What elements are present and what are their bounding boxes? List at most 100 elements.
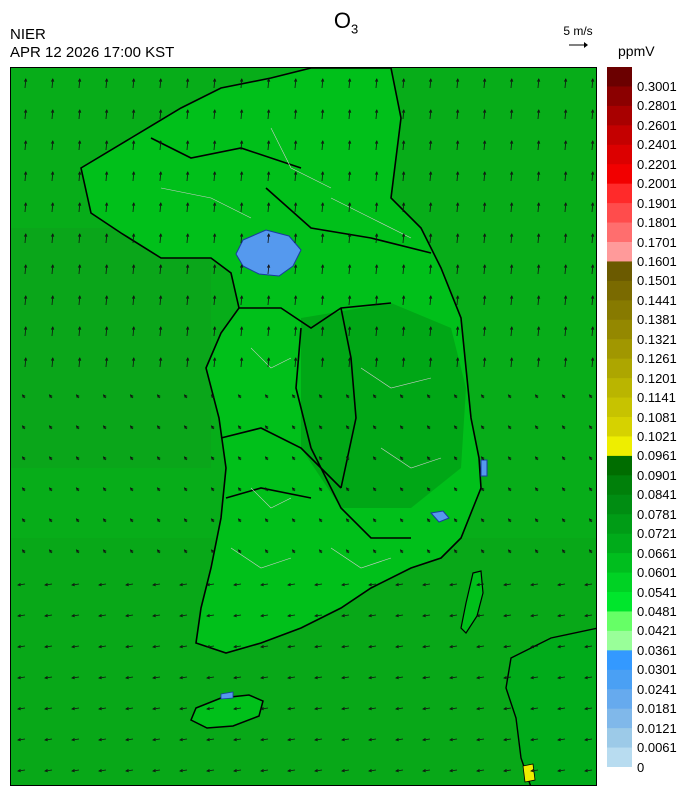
wind-arrow-head (401, 78, 406, 82)
wind-arrow-head (530, 644, 534, 649)
wind-arrow-head (584, 737, 588, 742)
wind-arrow-head (530, 613, 534, 618)
wind-arrow-head (399, 456, 404, 461)
wind-arrow-head (212, 233, 217, 237)
wind-arrow (17, 676, 26, 679)
wind-arrow (537, 326, 540, 337)
wind-arrow-head (23, 109, 28, 113)
wind-arrow (51, 78, 54, 89)
wind-arrow-head (449, 737, 453, 742)
wind-arrow (503, 769, 512, 772)
wind-arrow (159, 109, 162, 120)
wind-arrow (24, 202, 27, 213)
wind-arrow-head (314, 768, 318, 773)
wind-arrow-head (71, 582, 75, 587)
wind-arrow-head (287, 582, 291, 587)
wind-arrow (584, 645, 593, 648)
wind-arrow-head (368, 768, 372, 773)
wind-arrow-head (395, 706, 399, 711)
wind-arrow-head (98, 768, 102, 773)
wind-arrow-head (23, 171, 28, 175)
wind-arrow-head (21, 456, 26, 461)
wind-arrow-head (212, 202, 217, 206)
wind-arrow-head (104, 233, 109, 237)
wind-arrow-head (341, 613, 345, 618)
wind-arrow (233, 645, 242, 648)
wind-arrow-head (395, 737, 399, 742)
wind-arrow-head (50, 264, 55, 268)
wind-arrow (179, 614, 188, 617)
wind-arrow-head (293, 295, 298, 299)
wind-arrow (125, 614, 134, 617)
wind-arrow-head (125, 675, 129, 680)
wind-arrow-head (563, 233, 568, 237)
wind-arrow-head (183, 487, 188, 492)
wind-arrow-head (293, 202, 298, 206)
wind-arrow (98, 707, 107, 710)
wind-arrow (530, 645, 539, 648)
wind-arrow-head (237, 425, 242, 430)
wind-arrow-head (507, 394, 512, 399)
wind-arrow (294, 78, 297, 89)
wind-arrow (44, 738, 53, 741)
wind-arrow (105, 140, 108, 151)
wind-arrow-head (509, 264, 514, 268)
wind-arrow-head (264, 518, 269, 523)
wind-arrow (186, 202, 189, 213)
jeju-north-low-ozone (220, 691, 234, 700)
wind-arrow-head (345, 487, 350, 492)
wind-arrow-head (480, 518, 485, 523)
wind-arrow-head (341, 706, 345, 711)
wind-arrow-head (314, 644, 318, 649)
wind-arrow (240, 202, 243, 213)
wind-arrow-head (44, 613, 48, 618)
wind-arrow (584, 738, 593, 741)
wind-arrow (348, 357, 351, 368)
wind-arrow-head (104, 78, 109, 82)
wind-arrow-head (287, 768, 291, 773)
colorbar-tick-label: 0.0781 (637, 506, 677, 522)
wind-arrow-head (584, 613, 588, 618)
wind-arrow (368, 738, 377, 741)
wind-arrow-head (125, 706, 129, 711)
wind-arrow-head (347, 140, 352, 144)
wind-arrow-head (75, 487, 80, 492)
wind-arrow-head (449, 768, 453, 773)
wind-arrow-head (212, 326, 217, 330)
wind-arrow-head (287, 644, 291, 649)
forecast-timestamp: APR 12 2026 17:00 KST (10, 44, 175, 61)
wind-arrow (152, 614, 161, 617)
wind-arrow-head (102, 487, 107, 492)
wind-arrow (44, 614, 53, 617)
wind-arrow-head (422, 582, 426, 587)
wind-arrow-head (345, 456, 350, 461)
wind-arrow (314, 676, 323, 679)
wind-arrow-head (131, 264, 136, 268)
wind-arrow (98, 583, 107, 586)
colorbar-swatch (607, 397, 632, 418)
wind-arrow-head (590, 140, 595, 144)
wind-arrow (287, 769, 296, 772)
wind-arrow-head (563, 326, 568, 330)
wind-arrow (530, 614, 539, 617)
wind-arrow-head (530, 737, 534, 742)
wind-arrow (17, 583, 26, 586)
colorbar-tick-label: 0.1601 (637, 254, 677, 269)
wind-arrow (132, 140, 135, 151)
wind-arrow (314, 738, 323, 741)
wind-arrow-head (426, 456, 431, 461)
wind-arrow (348, 171, 351, 182)
wind-arrow (105, 78, 108, 89)
wind-arrow-head (131, 78, 136, 82)
wind-arrow (584, 583, 593, 586)
wind-arrow-head (509, 295, 514, 299)
wind-arrow (132, 202, 135, 213)
wind-arrow (233, 614, 242, 617)
wind-arrow (456, 171, 459, 182)
wind-arrow-head (102, 456, 107, 461)
wind-arrow-head (509, 109, 514, 113)
wind-arrow-head (77, 78, 82, 82)
wind-arrow-head (422, 644, 426, 649)
wind-arrow-head (584, 644, 588, 649)
wind-arrow (105, 295, 108, 306)
